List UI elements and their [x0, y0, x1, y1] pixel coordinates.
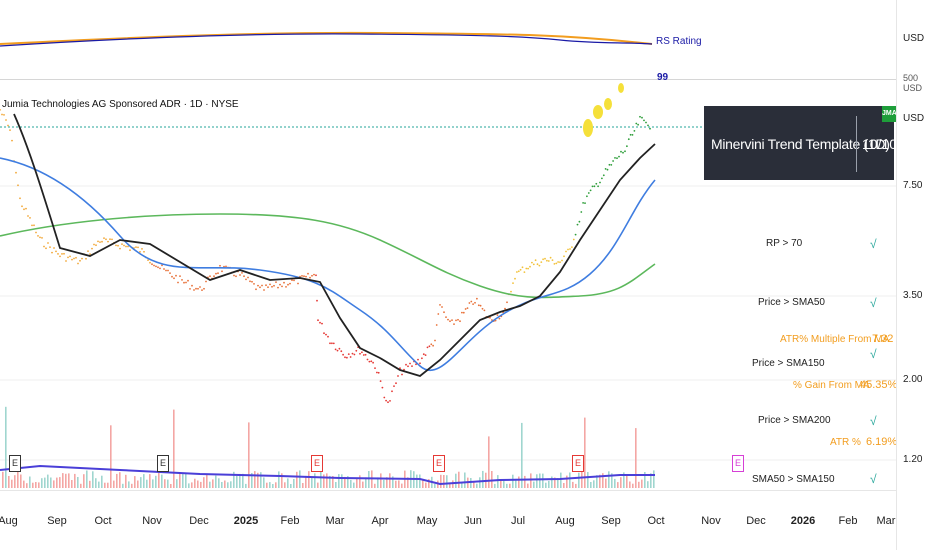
volume-average-line: [0, 464, 655, 486]
metric-label: ATR %: [830, 437, 861, 448]
earnings-marker[interactable]: E: [157, 455, 169, 472]
time-axis-label: Sep: [601, 515, 621, 527]
check-icon: √: [870, 347, 877, 361]
check-icon: √: [870, 472, 877, 486]
time-axis-label: Sep: [47, 515, 67, 527]
time-axis-label: Nov: [701, 515, 721, 527]
earnings-marker-upcoming[interactable]: E: [732, 455, 744, 472]
rs-rating-marker: 99: [657, 72, 669, 83]
price-tick: 1.20: [903, 454, 923, 465]
time-axis-label: Mar: [876, 515, 896, 527]
check-icon: √: [870, 237, 877, 251]
time-axis-label: Feb: [280, 515, 300, 527]
condition-label: SMA50 > SMA150: [752, 474, 835, 485]
price-scale[interactable]: USD 500 USD USD 7.50 3.50 2.00 1.20: [896, 0, 932, 550]
rs-rating-pane: [0, 31, 896, 80]
volume-histogram: [2, 406, 655, 488]
earnings-marker[interactable]: E: [433, 455, 445, 472]
condition-label: Price > SMA50: [758, 297, 825, 308]
rs-rating-line: [0, 33, 653, 47]
currency-label: USD: [903, 33, 925, 44]
symbol-badge[interactable]: JMA: [882, 106, 897, 122]
time-axis-label: Mar: [325, 515, 345, 527]
scale-sub-label: 500 USD: [903, 73, 923, 93]
symbol-title: Jumia Technologies AG Sponsored ADR · 1D…: [2, 99, 239, 110]
condition-label: RP > 70: [766, 238, 803, 249]
time-axis-label: Feb: [838, 515, 858, 527]
metric-label: ATR% Multiple From MA: [780, 334, 890, 345]
divider: [856, 116, 857, 172]
time-axis-label: Oct: [94, 515, 112, 527]
time-axis[interactable]: [0, 490, 896, 551]
earnings-marker[interactable]: E: [572, 455, 584, 472]
price-tick: 7.50: [903, 180, 923, 191]
sma150-line: [0, 157, 656, 372]
condition-label: Price > SMA150: [752, 358, 825, 369]
metric-value: 6.19%: [866, 436, 898, 448]
earnings-marker[interactable]: E: [9, 455, 21, 472]
currency-label: USD: [903, 113, 925, 124]
time-axis-label: Nov: [142, 515, 162, 527]
metric-label: % Gain From MA: [793, 380, 870, 391]
time-axis-label: Aug: [0, 515, 18, 527]
time-axis-label: Dec: [189, 515, 209, 527]
rs-rating-label: RS Rating: [656, 36, 702, 47]
price-series: [0, 109, 651, 404]
time-axis-label: Apr: [371, 515, 389, 527]
time-axis-label: 2026: [790, 515, 816, 527]
metric-value: 7.32: [872, 333, 894, 345]
metric-value: 45.35%: [860, 379, 898, 391]
time-axis-label: Jul: [510, 515, 526, 527]
condition-label: Price > SMA200: [758, 415, 831, 426]
trend-template-score: 10/10: [862, 136, 898, 152]
earnings-marker[interactable]: E: [311, 455, 323, 472]
price-pane[interactable]: [0, 80, 896, 490]
time-axis-label: Aug: [555, 515, 575, 527]
time-axis-label: 2025: [233, 515, 259, 527]
time-axis-label: Dec: [746, 515, 766, 527]
check-icon: √: [870, 296, 877, 310]
trend-template-header: Minervini Trend Template (1D) 10/10: [704, 106, 898, 180]
sma50-line: [13, 113, 656, 377]
price-tick: 3.50: [903, 290, 923, 301]
time-axis-label: May: [416, 515, 438, 527]
rs-new-high-markers: [583, 83, 624, 137]
rs-ma-line: [0, 31, 653, 45]
trend-template-title: Minervini Trend Template (1D): [711, 136, 890, 152]
time-axis-label: Jun: [464, 515, 482, 527]
time-axis-label: Oct: [647, 515, 665, 527]
price-tick: 2.00: [903, 374, 923, 385]
sma200-line: [0, 213, 656, 299]
check-icon: √: [870, 414, 877, 428]
